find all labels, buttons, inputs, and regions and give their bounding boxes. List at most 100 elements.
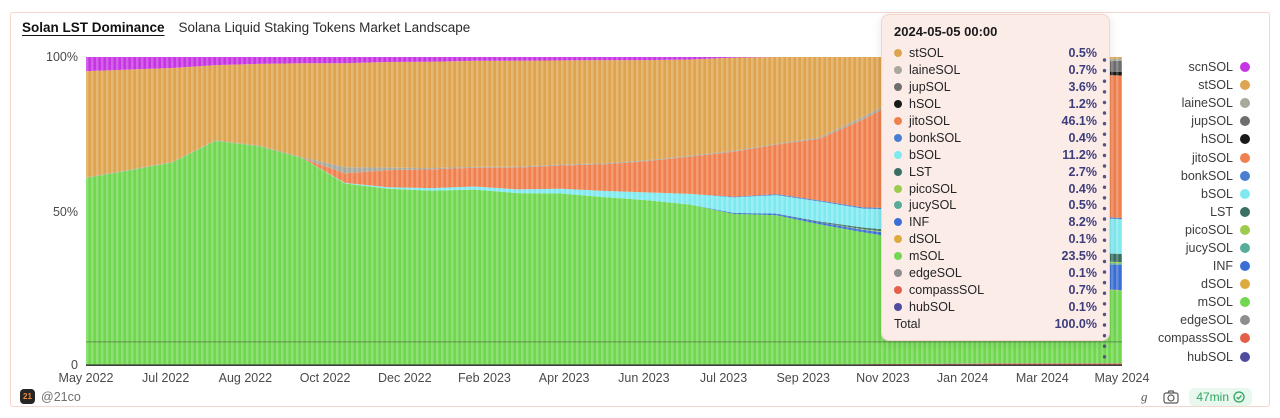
legend-item-edgeSOL[interactable]: edgeSOL (1130, 311, 1250, 329)
x-tick-label: Dec 2022 (378, 371, 432, 385)
x-tick-label: Apr 2023 (538, 371, 590, 385)
legend-item-bSOL[interactable]: bSOL (1130, 185, 1250, 203)
tooltip-value: 0.1% (1068, 232, 1098, 247)
chart-tooltip: 2024-05-05 00:00 stSOL 0.5% laineSOL 0.7% ju… (881, 14, 1110, 342)
legend-label: hSOL (1201, 132, 1233, 147)
legend-item-jitoSOL[interactable]: jitoSOL (1130, 148, 1250, 166)
tooltip-row-LST: LST 2.7% (894, 163, 1097, 180)
legend-item-scnSOL[interactable]: scnSOL (1130, 58, 1250, 76)
stSOL-dot-icon (894, 49, 902, 58)
legend-item-compassSOL[interactable]: compassSOL (1130, 329, 1250, 347)
tooltip-row-hSOL: hSOL 1.2% (894, 96, 1097, 113)
21co-logo: 21 (20, 389, 35, 404)
legend-item-mSOL[interactable]: mSOL (1130, 293, 1250, 311)
x-tick-label: Oct 2022 (299, 371, 351, 385)
x-tick-label: Jun 2023 (618, 371, 670, 385)
y-tick-50: 50% (52, 205, 78, 219)
tooltip-label: jitoSOL (909, 114, 950, 128)
tooltip-value: 0.7% (1068, 282, 1098, 297)
legend-item-picoSOL[interactable]: picoSOL (1130, 221, 1250, 239)
tooltip-row-compassSOL: compassSOL 0.7% (894, 281, 1097, 298)
bSOL-dot-icon (1240, 188, 1250, 199)
tooltip-row-dSOL: dSOL 0.1% (894, 231, 1097, 248)
data-freshness-badge[interactable]: 47min (1189, 388, 1252, 406)
x-tick-label: Jul 2023 (699, 371, 748, 385)
tooltip-label: mSOL (909, 249, 945, 264)
camera-snapshot-icon[interactable] (1163, 390, 1179, 404)
chart-subtitle: Solana Liquid Staking Tokens Market Land… (178, 20, 471, 35)
tooltip-label: bSOL (909, 147, 941, 162)
edgeSOL-dot-icon (894, 269, 902, 278)
tooltip-row-bonkSOL: bonkSOL 0.4% (894, 129, 1097, 146)
dSOL-dot-icon (894, 235, 902, 244)
x-tick-label: Aug 2022 (218, 371, 273, 385)
legend-item-INF[interactable]: INF (1130, 257, 1250, 275)
tooltip-value: 8.2% (1068, 215, 1098, 230)
laineSOL-dot-icon (1240, 98, 1250, 109)
tooltip-label: jupSOL (909, 80, 951, 95)
tooltip-value: 3.6% (1068, 80, 1098, 95)
tooltip-value: 2.7% (1068, 164, 1098, 179)
tooltip-row-mSOL: mSOL 23.5% (894, 248, 1097, 265)
tooltip-value: 1.2% (1068, 97, 1098, 112)
x-tick-label: May 2024 (1094, 371, 1150, 385)
scnSOL-dot-icon (1240, 62, 1250, 73)
hSOL-dot-icon (1240, 134, 1250, 145)
x-tick-label: Mar 2024 (1015, 371, 1069, 385)
y-tick-100: 100% (46, 50, 78, 64)
dSOL-dot-icon (1240, 279, 1250, 290)
chart-header: Solan LST Dominance Solana Liquid Stakin… (22, 20, 470, 35)
mSOL-dot-icon (1240, 297, 1250, 308)
legend-label: mSOL (1197, 295, 1233, 310)
legend: scnSOL stSOL laineSOL jupSOL hSOL jitoSOL bonk… (1130, 58, 1250, 366)
tooltip-total-value: 100.0% (1054, 316, 1097, 331)
hubSOL-dot-icon (1240, 351, 1250, 362)
legend-label: hubSOL (1187, 349, 1233, 364)
tooltip-value: 0.7% (1068, 63, 1098, 78)
legend-label: stSOL (1198, 78, 1233, 93)
bonkSOL-dot-icon (894, 133, 902, 142)
tooltip-value: 46.1% (1061, 114, 1097, 128)
tooltip-value: 0.5% (1068, 46, 1098, 61)
legend-label: scnSOL (1188, 60, 1233, 75)
legend-item-bonkSOL[interactable]: bonkSOL (1130, 167, 1250, 185)
legend-label: laineSOL (1181, 96, 1233, 111)
legend-label: picoSOL (1185, 222, 1233, 237)
jupSOL-dot-icon (894, 83, 902, 92)
legend-item-hubSOL[interactable]: hubSOL (1130, 348, 1250, 366)
legend-label: bSOL (1201, 186, 1233, 201)
embed-icon[interactable]: g (1139, 389, 1153, 405)
tooltip-total-label: Total (894, 316, 921, 331)
jitoSOL-dot-icon (1240, 152, 1250, 163)
legend-item-stSOL[interactable]: stSOL (1130, 76, 1250, 94)
legend-label: jitoSOL (1192, 150, 1233, 165)
tooltip-row-picoSOL: picoSOL 0.4% (894, 180, 1097, 197)
x-tick-label: Nov 2023 (856, 371, 910, 385)
brand-link[interactable]: 21 @21co (20, 389, 81, 404)
jucySOL-dot-icon (894, 201, 902, 210)
picoSOL-dot-icon (894, 184, 902, 193)
legend-item-laineSOL[interactable]: laineSOL (1130, 94, 1250, 112)
LST-dot-icon (1240, 206, 1250, 217)
bonkSOL-dot-icon (1240, 170, 1250, 181)
hSOL-dot-icon (894, 100, 902, 109)
tooltip-date: 2024-05-05 00:00 (894, 24, 998, 39)
compassSOL-dot-icon (1240, 333, 1250, 344)
tooltip-row-bSOL: bSOL 11.2% (894, 146, 1097, 163)
legend-label: compassSOL (1157, 331, 1233, 346)
chart-title: Solan LST Dominance (22, 20, 165, 35)
legend-item-jucySOL[interactable]: jucySOL (1130, 239, 1250, 257)
tooltip-label: hubSOL (909, 299, 955, 314)
tooltip-row-laineSOL: laineSOL 0.7% (894, 62, 1097, 79)
legend-item-dSOL[interactable]: dSOL (1130, 275, 1250, 293)
tooltip-value: 0.4% (1068, 181, 1098, 196)
legend-item-LST[interactable]: LST (1130, 203, 1250, 221)
legend-label: bonkSOL (1180, 168, 1233, 183)
tooltip-label: hSOL (909, 97, 941, 112)
tooltip-label: edgeSOL (909, 266, 962, 281)
legend-label: jucySOL (1185, 240, 1233, 255)
legend-item-hSOL[interactable]: hSOL (1130, 130, 1250, 148)
x-axis: May 2022 Jul 2022 Aug 2022 Oct 2022 Dec 2022… (59, 371, 1150, 387)
legend-item-jupSOL[interactable]: jupSOL (1130, 112, 1250, 130)
